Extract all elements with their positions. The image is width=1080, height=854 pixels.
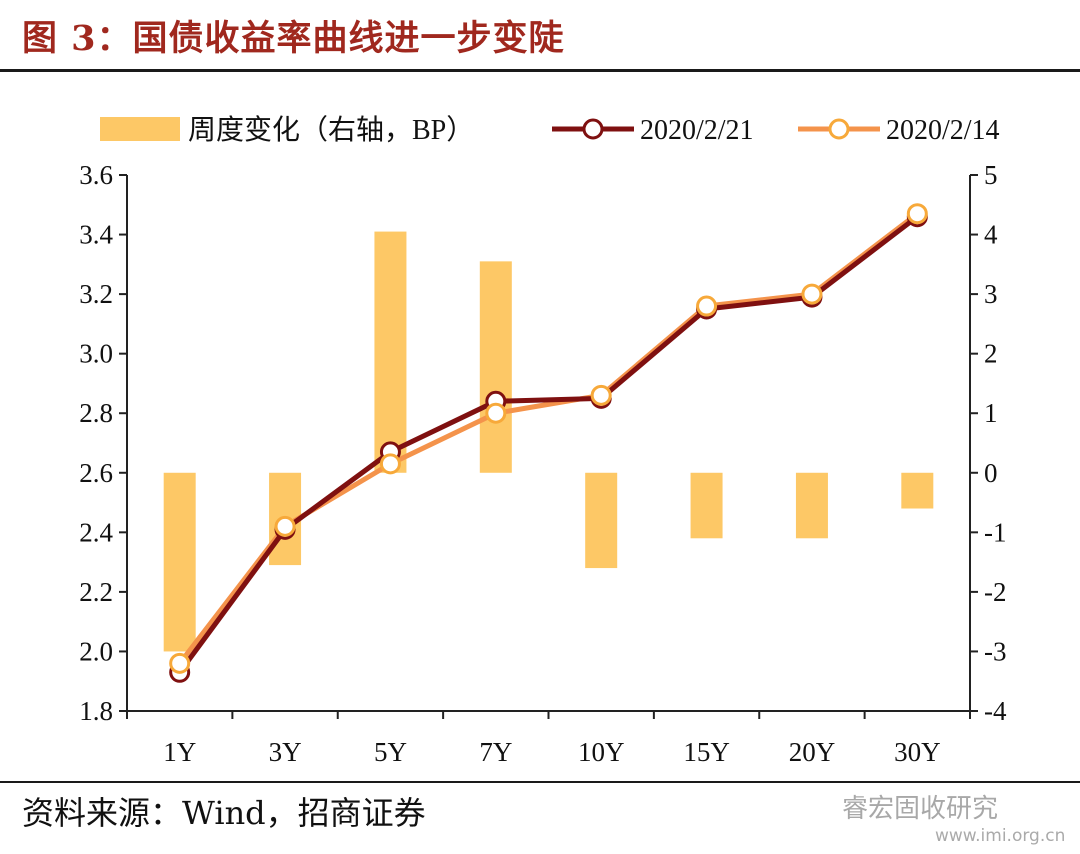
figure-title: 图 3：国债收益率曲线进一步变陡 [22, 18, 565, 59]
point-series-1-10Y [590, 384, 612, 406]
left-tick-label: 3.4 [79, 220, 113, 250]
bar-30Y [901, 472, 934, 509]
line-series-0 [177, 214, 919, 674]
bar-10Y [585, 472, 618, 569]
left-tick-label: 1.8 [79, 696, 113, 726]
x-tick-label: 30Y [894, 737, 941, 767]
left-tick-label: 2.8 [79, 398, 113, 428]
legend-label-series-1: 2020/2/14 [886, 115, 1000, 146]
point-series-1-7Y [485, 402, 507, 424]
right-tick-label: -3 [984, 636, 1007, 666]
watermark-url: www.imi.org.cn [935, 826, 1066, 846]
legend-label-series-0: 2020/2/21 [640, 115, 754, 146]
x-tick-label: 10Y [578, 737, 625, 767]
x-tick-label: 5Y [374, 737, 407, 767]
point-series-1-3Y [274, 515, 296, 537]
point-series-1-15Y [696, 295, 718, 317]
line-series-1 [177, 211, 919, 665]
right-tick-label: 0 [984, 458, 998, 488]
left-tick-label: 2.2 [79, 577, 113, 607]
watermark: 睿宏固收研究 [842, 794, 999, 824]
point-series-1-1Y [169, 652, 191, 674]
title-rule [0, 69, 1080, 72]
legend-label-bars: 周度变化（右轴，BP） [188, 114, 474, 146]
bottom-rule [0, 781, 1080, 783]
legend-marker-series-1 [828, 118, 850, 140]
x-tick-label: 20Y [789, 737, 836, 767]
left-tick-label: 3.0 [79, 339, 113, 369]
right-tick-label: -1 [984, 517, 1007, 547]
right-tick-label: 4 [984, 220, 998, 250]
right-tick-label: -4 [984, 696, 1007, 726]
point-series-1-5Y [379, 453, 401, 475]
bar-15Y [690, 472, 723, 539]
bar-1Y [163, 472, 196, 652]
right-tick-label: 5 [984, 160, 998, 190]
left-tick-label: 2.4 [79, 517, 113, 547]
source-note: 资料来源：Wind，招商证券 [22, 794, 426, 832]
right-tick-label: 2 [984, 339, 998, 369]
x-tick-label: 1Y [163, 737, 196, 767]
x-tick-label: 3Y [269, 737, 302, 767]
bar-7Y [479, 261, 512, 473]
legend-swatch-bars [100, 117, 180, 141]
right-tick-label: 3 [984, 279, 998, 309]
right-tick-label: -2 [984, 577, 1007, 607]
left-tick-label: 2.0 [79, 636, 113, 666]
x-tick-label: 15Y [683, 737, 730, 767]
point-series-1-20Y [801, 283, 823, 305]
left-tick-label: 3.2 [79, 279, 113, 309]
x-tick-label: 7Y [479, 737, 512, 767]
right-tick-label: 1 [984, 398, 998, 428]
chart: 1.8 2.0 2.2 2.4 2.6 2.8 3.0 3.2 3.4 3.6 -4 -3 -2 -1 0 1… [79, 114, 1007, 767]
bar-20Y [795, 472, 828, 539]
bar-5Y [374, 231, 407, 473]
left-tick-label: 3.6 [79, 160, 113, 190]
point-series-1-30Y [906, 203, 928, 225]
left-tick-label: 2.6 [79, 458, 113, 488]
legend-marker-series-0 [582, 118, 604, 140]
